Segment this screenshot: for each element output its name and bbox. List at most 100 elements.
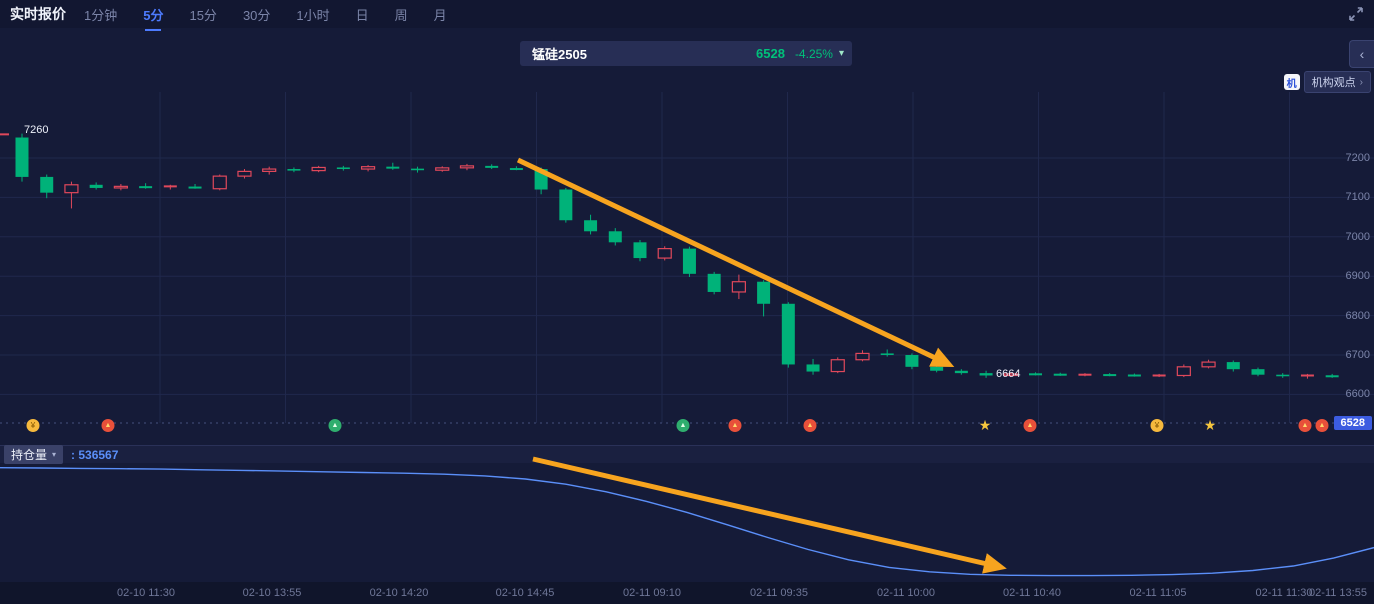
candle-down <box>287 169 301 171</box>
x-tick-label: 02-11 09:35 <box>750 587 808 599</box>
y-tick-label: 6700 <box>1345 349 1370 361</box>
open-interest-header: 持仓量 ▾ : 536567 <box>0 445 1374 464</box>
candle-down <box>1251 369 1265 375</box>
fire-marker-icon[interactable]: ▲ <box>1023 419 1037 432</box>
oi-current-value: : 536567 <box>71 447 119 462</box>
institution-view-button[interactable]: 机 机构观点 › <box>1283 71 1371 93</box>
tab-1分钟[interactable]: 1分钟 <box>84 7 118 23</box>
candle-up <box>212 175 227 190</box>
candle-up <box>360 166 376 170</box>
candle-down <box>806 364 820 372</box>
star-marker-icon[interactable]: ★ <box>1203 417 1217 433</box>
candle-down <box>89 184 103 188</box>
candle-up <box>64 184 79 194</box>
candle-down <box>485 165 499 168</box>
trend-arrow <box>532 456 1007 574</box>
contract-price: 6528 <box>756 46 785 61</box>
x-tick-label: 02-10 14:45 <box>495 587 555 599</box>
candle-down <box>880 353 894 355</box>
institution-label: 机构观点 <box>1311 77 1356 89</box>
chevron-down-icon: ▾ <box>838 48 844 59</box>
oi-indicator-selector[interactable]: 持仓量 ▾ <box>4 445 64 464</box>
fire-marker-icon[interactable]: ▲ <box>1298 419 1312 432</box>
candle-down <box>1226 362 1240 370</box>
open-interest-line <box>0 467 1374 577</box>
candle-down <box>336 167 350 170</box>
candle-up <box>262 168 277 172</box>
candle-down <box>386 166 400 169</box>
candlestick-chart[interactable] <box>0 90 1374 435</box>
candle-up <box>1201 361 1216 368</box>
candle-down <box>1276 374 1290 377</box>
star-marker-icon[interactable]: ★ <box>978 417 992 433</box>
candle-down <box>707 273 721 292</box>
x-tick-label: 02-10 14:20 <box>369 587 429 599</box>
fire-marker-icon[interactable]: ▲ <box>803 419 817 432</box>
candle-down <box>584 220 598 232</box>
candle-up <box>459 165 475 169</box>
x-tick-label: 02-11 09:10 <box>623 587 681 599</box>
red-marker-icon[interactable]: ▲ <box>1315 419 1329 432</box>
candle-down <box>15 137 29 177</box>
candle-up <box>855 352 870 361</box>
candle-down <box>781 303 795 365</box>
candle-down <box>682 248 696 274</box>
candle-down <box>633 242 647 259</box>
candle-up <box>435 167 450 171</box>
tab-周[interactable]: 周 <box>394 7 408 23</box>
candle-down <box>954 370 968 374</box>
candle-down <box>608 231 622 243</box>
candle-up <box>1176 366 1191 377</box>
candle-up <box>830 359 845 373</box>
candle-up <box>311 166 326 172</box>
toolbar: 实时报价 1分钟 5分 15分 30分 1小时 日 周 月 <box>0 0 1374 31</box>
tab-日[interactable]: 日 <box>355 7 369 23</box>
candle-down <box>905 355 919 367</box>
fire-marker-icon[interactable]: ▲ <box>728 419 742 432</box>
candle-up <box>113 185 128 189</box>
candle-down <box>411 168 425 171</box>
leaf-marker-icon[interactable]: ▲ <box>676 419 690 432</box>
y-tick-label: 7100 <box>1345 191 1370 204</box>
tab-15分[interactable]: 15分 <box>189 7 217 23</box>
last-price-badge: 6528 <box>1333 416 1372 430</box>
candle-down <box>559 189 573 221</box>
institution-icon: 机 <box>1283 74 1300 90</box>
x-axis: 02-10 11:30 02-10 13:55 02-10 14:20 02-10 1… <box>0 582 1374 604</box>
x-tick-label: 02-11 11:30 <box>1255 587 1313 599</box>
trend-arrow <box>516 157 955 368</box>
page-title: 实时报价 <box>10 6 66 22</box>
candle-down <box>757 281 771 304</box>
y-tick-label: 6800 <box>1345 309 1370 322</box>
open-interest-chart[interactable] <box>0 455 1374 585</box>
price-label: 6664 <box>996 368 1021 380</box>
fire-marker-icon[interactable]: ▲ <box>101 419 115 432</box>
tab-5分[interactable]: 5分 <box>143 2 163 31</box>
candle-up <box>237 170 252 177</box>
y-tick-label: 7000 <box>1345 230 1370 243</box>
y-tick-label: 6900 <box>1345 270 1370 283</box>
chevron-down-icon: ▾ <box>52 450 57 459</box>
tab-30分[interactable]: 30分 <box>242 7 271 23</box>
tab-月[interactable]: 月 <box>433 7 447 23</box>
candle-up <box>731 281 746 293</box>
contract-header[interactable]: 锰硅2505 6528 -4.25% ▾ <box>520 41 852 66</box>
y-tick-label: 7200 <box>1345 152 1370 164</box>
x-tick-label: 02-10 13:55 <box>242 587 302 599</box>
oi-label: 持仓量 <box>11 448 48 462</box>
y-tick-label: 6600 <box>1345 388 1370 401</box>
candle-up <box>1003 373 1018 377</box>
tab-1小时[interactable]: 1小时 <box>296 7 330 23</box>
x-tick-label: 02-11 13:55 <box>1309 587 1367 599</box>
collapse-button[interactable]: ‹ <box>1349 40 1374 68</box>
candle-down <box>979 373 993 376</box>
x-tick-label: 02-11 10:00 <box>877 587 935 599</box>
coin-marker-icon[interactable]: ¥ <box>26 419 40 432</box>
coin-marker-icon[interactable]: ¥ <box>1150 419 1164 432</box>
expand-icon[interactable] <box>1348 6 1364 22</box>
green-marker-icon[interactable]: ▲ <box>328 419 342 432</box>
price-label: 7260 <box>24 124 49 136</box>
candle-up <box>657 248 672 259</box>
x-tick-label: 02-11 10:40 <box>1003 587 1061 599</box>
x-tick-label: 02-10 11:30 <box>117 587 175 599</box>
